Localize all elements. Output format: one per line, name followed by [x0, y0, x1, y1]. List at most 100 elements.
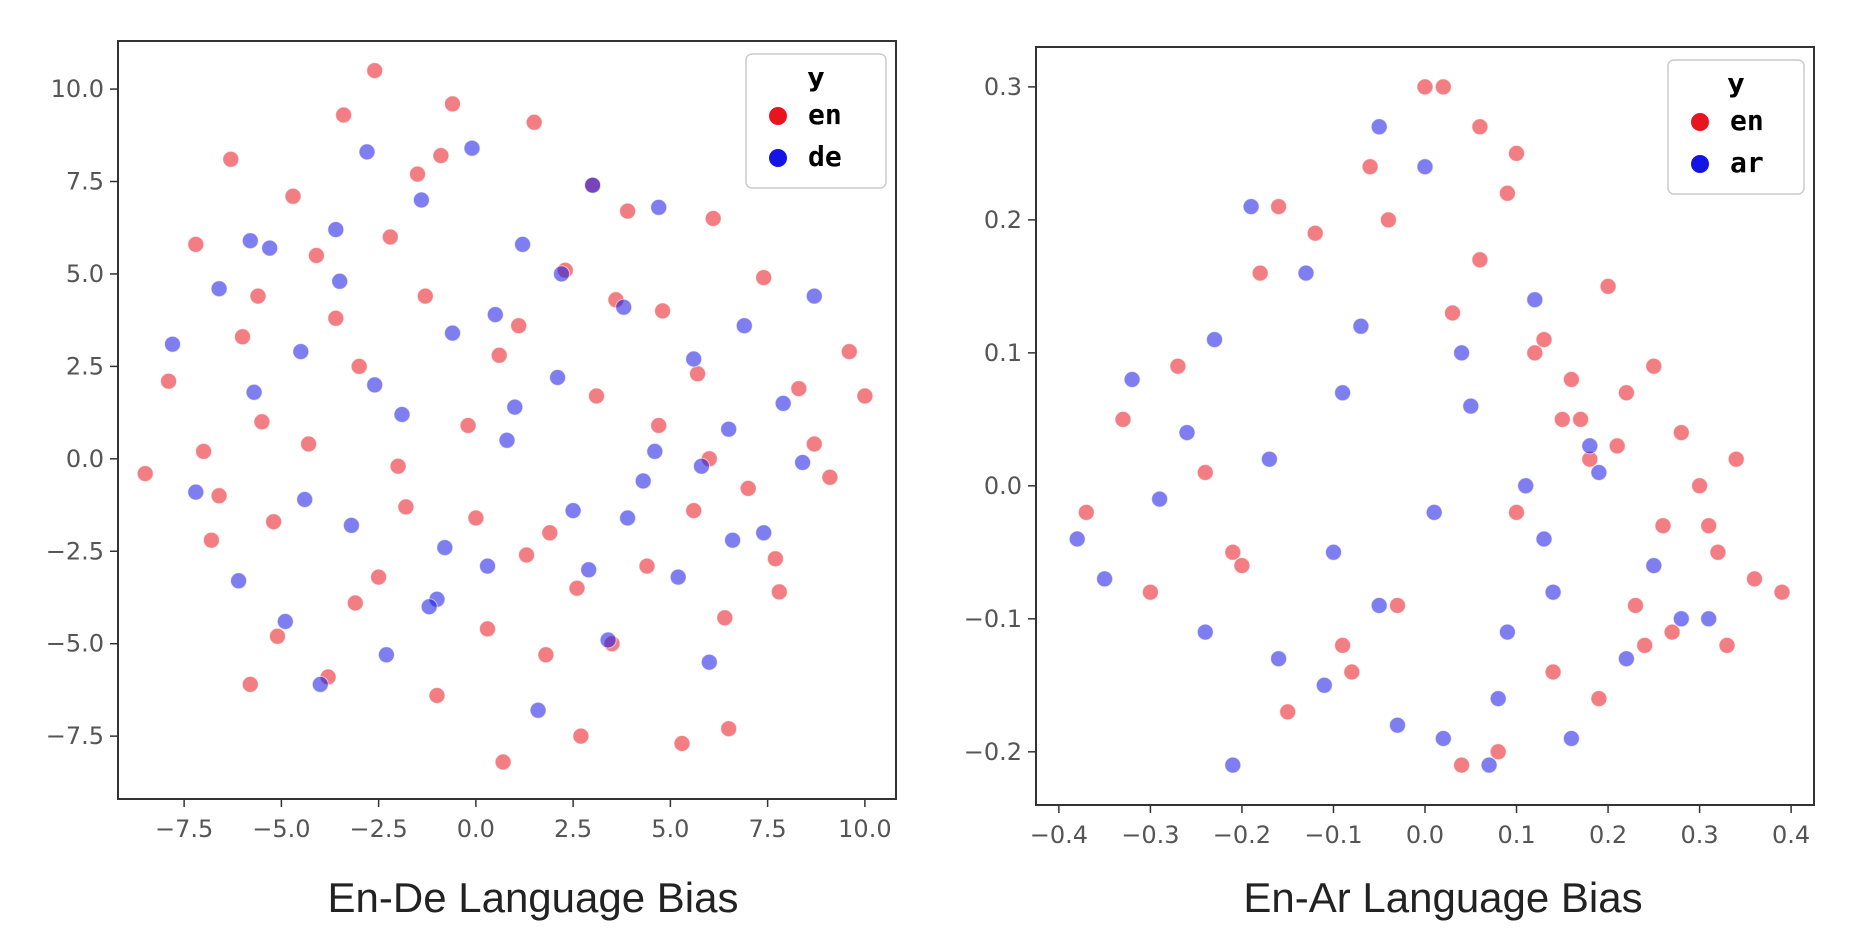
point-en-en-ar [1691, 477, 1709, 495]
point-en-en-de [459, 417, 477, 434]
point-en-en-de [525, 113, 543, 131]
point-de-en-de [724, 531, 742, 549]
point-en-en-de [265, 513, 283, 531]
point-ar-en-ar [1389, 716, 1406, 734]
point-en-en-de [704, 210, 722, 227]
point-de-en-de [650, 198, 668, 216]
point-en-en-de [444, 95, 461, 113]
point-de-en-de [553, 265, 570, 283]
point-ar-en-ar [1645, 557, 1663, 575]
point-en-en-de [241, 675, 259, 693]
legend-en-de: y en de [745, 53, 887, 189]
point-en-en-ar [1270, 198, 1288, 216]
point-en-en-de [739, 479, 757, 497]
point-ar-en-ar [1352, 317, 1370, 335]
point-en-en-de [467, 509, 485, 527]
point-en-en-de [416, 287, 434, 305]
point-de-en-de [412, 191, 430, 209]
point-de-en-de [463, 139, 481, 157]
point-en-en-de [541, 524, 559, 542]
point-en-en-de [856, 387, 874, 405]
point-ar-en-ar [1325, 543, 1342, 561]
legend-marker-en [769, 107, 787, 125]
point-de-en-de [420, 598, 438, 616]
legend-marker-de [769, 149, 787, 167]
legend-title: y [808, 63, 825, 93]
point-en-en-ar [1489, 743, 1507, 761]
x-tick-label: 0.0 [1406, 821, 1444, 849]
point-ar-en-ar [1526, 291, 1544, 309]
point-de-en-de [187, 483, 205, 501]
point-de-en-de [241, 232, 259, 250]
point-ar-en-ar [1224, 756, 1242, 774]
point-en-en-ar [1444, 304, 1461, 322]
point-de-en-de [311, 675, 329, 693]
x-tick-label: 0.1 [1497, 821, 1535, 849]
y-tick-label: 0.0 [66, 445, 104, 473]
point-ar-en-ar [1315, 676, 1333, 694]
point-en-en-ar [1608, 437, 1626, 455]
y-tick-label: −7.5 [46, 722, 104, 750]
point-en-en-ar [1416, 78, 1434, 96]
point-ar-en-ar [1453, 344, 1471, 362]
point-en-en-de [222, 150, 240, 168]
point-en-en-ar [1654, 517, 1672, 535]
legend-en-ar: y en ar [1667, 59, 1805, 195]
point-en-en-de [136, 465, 154, 483]
point-en-en-ar [1590, 690, 1608, 708]
y-tick-label: −5.0 [46, 630, 104, 658]
point-de-en-de [377, 646, 395, 664]
point-en-en-de [805, 435, 823, 453]
axis-ticks-en-ar: −0.4 −0.3 −0.2 −0.1 0.0 0.1 0.2 0.3 0.4 −0.2 −0.1 0… [964, 73, 1810, 849]
point-de-en-de [276, 613, 294, 630]
point-en-en-de [210, 487, 228, 505]
point-ar-en-ar [1462, 397, 1480, 415]
point-en-en-ar [1498, 184, 1516, 202]
point-ar-en-ar [1489, 690, 1507, 708]
point-en-en-ar [1672, 424, 1690, 442]
point-de-en-de [210, 280, 228, 298]
point-en-en-de [537, 646, 555, 664]
point-ar-en-ar [1370, 597, 1388, 614]
point-en-en-de [685, 502, 703, 520]
x-tick-label: −5.0 [252, 815, 310, 843]
y-tick-label: 0.0 [984, 472, 1022, 500]
point-en-en-ar [1553, 410, 1571, 428]
y-tick-label: 10.0 [51, 75, 104, 103]
point-en-en-ar [1471, 118, 1489, 136]
point-ar-en-ar [1370, 118, 1388, 136]
point-ar-en-ar [1096, 570, 1114, 588]
point-en-en-ar [1645, 357, 1663, 375]
point-ar-en-ar [1068, 530, 1086, 548]
point-de-en-de [444, 324, 461, 342]
point-en-en-de [187, 235, 205, 253]
point-en-en-ar [1636, 636, 1654, 654]
point-ar-en-ar [1416, 158, 1434, 176]
x-tick-label: −2.5 [349, 815, 407, 843]
point-en-en-de [335, 106, 353, 124]
x-tick-label: 0.3 [1681, 821, 1719, 849]
point-en-en-de [269, 627, 286, 645]
point-de-en-de [230, 572, 248, 590]
point-ar-en-ar [1425, 503, 1443, 521]
caption-en-de: En-De Language Bias [328, 874, 739, 921]
point-en-en-de [840, 343, 858, 361]
point-en-en-de [327, 309, 345, 327]
point-en-en-de [821, 468, 839, 486]
point-en-en-de [770, 583, 788, 601]
point-ar-en-ar [1434, 730, 1452, 747]
chart-en-de: −7.5 −5.0 −2.5 0.0 2.5 5.0 7.5 10.0 −7.5 −5.0 −2.5… [46, 40, 897, 921]
point-en-en-ar [1279, 703, 1297, 721]
plot-frame-en-de [117, 40, 897, 800]
point-en-en-ar [1700, 517, 1718, 535]
point-de-en-de [498, 431, 516, 449]
point-en-en-de [494, 753, 512, 771]
point-en-en-de [409, 165, 426, 183]
point-de-en-de [327, 221, 345, 239]
point-de-en-de [529, 701, 547, 719]
point-ar-en-ar [1260, 450, 1278, 468]
point-ar-en-ar [1178, 424, 1196, 442]
point-de-en-de [735, 317, 753, 335]
point-ar-en-ar [1498, 623, 1516, 641]
